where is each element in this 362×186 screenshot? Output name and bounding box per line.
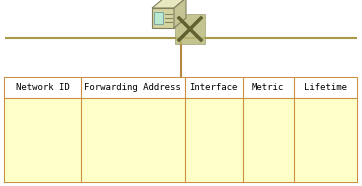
Bar bbox=[154, 12, 163, 24]
Text: Interface: Interface bbox=[189, 84, 238, 92]
Text: Forwarding Address: Forwarding Address bbox=[84, 84, 181, 92]
Bar bbox=[5, 78, 357, 182]
Polygon shape bbox=[152, 0, 186, 8]
Text: Lifetime: Lifetime bbox=[304, 84, 347, 92]
Text: Network ID: Network ID bbox=[16, 84, 70, 92]
Polygon shape bbox=[152, 8, 174, 28]
Bar bbox=[175, 14, 205, 44]
Bar bbox=[5, 78, 357, 98]
Polygon shape bbox=[174, 0, 186, 28]
Bar bbox=[5, 98, 357, 182]
Text: Metric: Metric bbox=[252, 84, 284, 92]
